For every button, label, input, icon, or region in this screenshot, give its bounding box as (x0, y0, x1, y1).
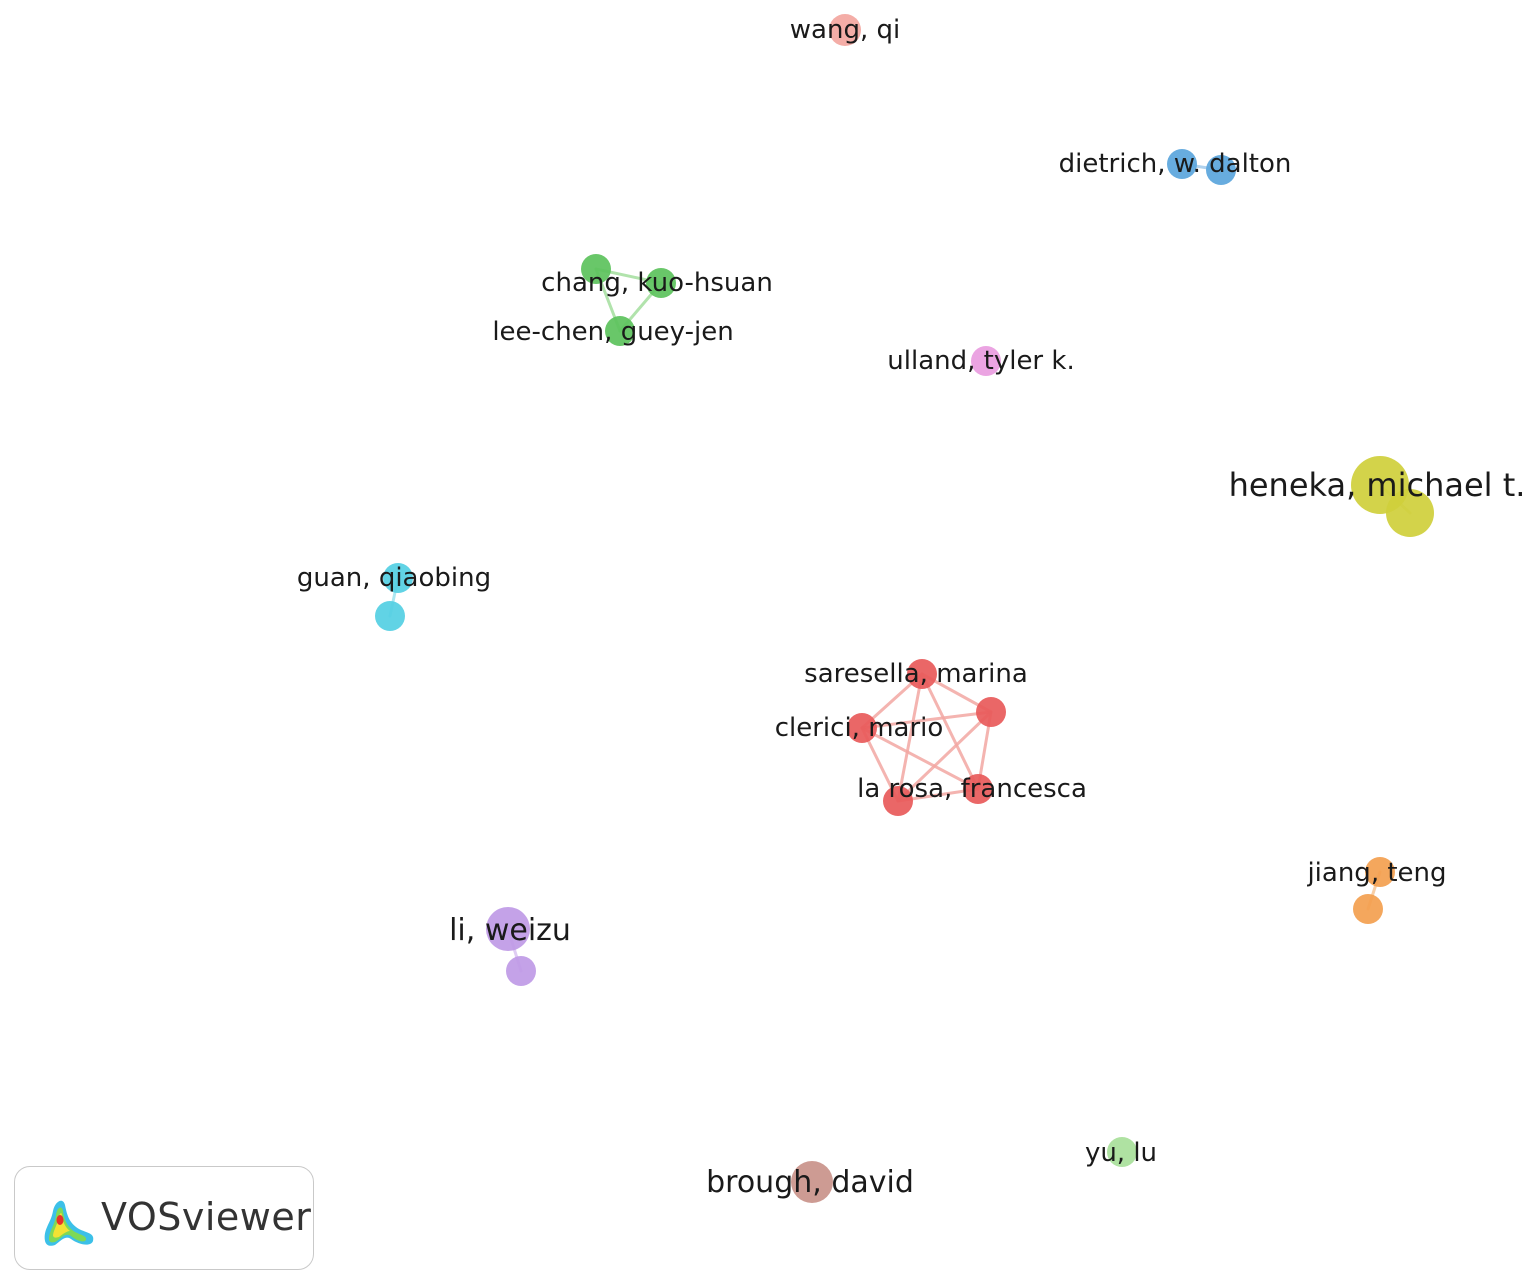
label-chang: chang, kuo-hsuan (541, 268, 773, 298)
node-chang_top[interactable] (581, 254, 611, 284)
edge-red_right-clerici (860, 710, 993, 730)
node-heneka2[interactable] (1386, 489, 1434, 537)
label-heneka: heneka, michael t. (1229, 466, 1526, 504)
vosviewer-heatmap-logo-icon (44, 1200, 94, 1246)
node-leechen[interactable] (605, 316, 635, 346)
label-leechen: lee-chen, guey-jen (492, 317, 733, 347)
node-red_right[interactable] (976, 697, 1006, 727)
node-red_bl[interactable] (883, 786, 913, 816)
node-guan2[interactable] (375, 601, 405, 631)
edge-clerici-larosa (860, 726, 980, 791)
label-dietrich: dietrich, w. dalton (1059, 149, 1292, 179)
node-li[interactable] (486, 907, 530, 951)
label-guan: guan, qiaobing (297, 563, 491, 593)
edge-saresella-red_bl (896, 672, 924, 803)
node-yu[interactable] (1107, 1137, 1137, 1167)
network-nodes (375, 14, 1434, 1203)
label-brough: brough, david (706, 1165, 914, 1200)
label-ulland: ulland, tyler k. (887, 346, 1074, 376)
label-saresella: saresella, marina (804, 659, 1028, 689)
node-wang[interactable] (829, 14, 861, 46)
vosviewer-logo-badge: VOSviewer (14, 1166, 314, 1270)
node-jiang[interactable] (1365, 857, 1395, 887)
vosviewer-logo-text: VOSviewer (101, 1195, 312, 1239)
label-clerici: clerici, mario (775, 713, 944, 743)
label-wang: wang, qi (790, 15, 900, 45)
node-saresella[interactable] (907, 659, 937, 689)
node-dietrich[interactable] (1167, 149, 1197, 179)
node-dietrich2[interactable] (1206, 155, 1236, 185)
node-brough[interactable] (791, 1161, 833, 1203)
label-yu: yu, lu (1085, 1138, 1157, 1168)
label-li: li, weizu (449, 913, 571, 948)
edge-saresella-larosa (920, 672, 980, 791)
node-ulland[interactable] (971, 346, 1001, 376)
node-li2[interactable] (506, 956, 536, 986)
node-larosa[interactable] (963, 774, 993, 804)
edge-red_right-red_bl (896, 710, 993, 803)
node-guan[interactable] (383, 563, 413, 593)
network-labels: wang, qi dietrich, w. dalton chang, kuo-hs… (297, 15, 1526, 1200)
node-clerici[interactable] (847, 713, 877, 743)
node-chang[interactable] (646, 268, 676, 298)
label-jiang: jiang, teng (1306, 858, 1446, 888)
label-larosa: la rosa, francesca (857, 774, 1087, 804)
node-jiang2[interactable] (1353, 894, 1383, 924)
